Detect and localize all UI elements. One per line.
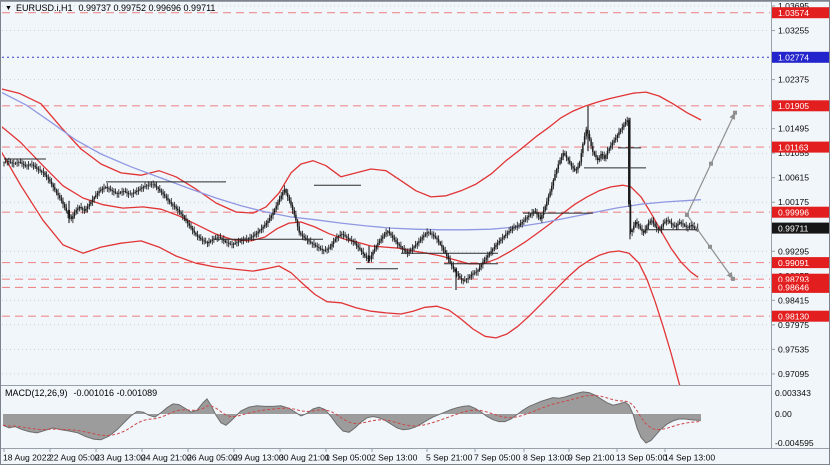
price-tick-label: 1.01495 <box>778 124 809 134</box>
time-axis-label: 14 Sep 13:00 <box>664 453 715 463</box>
swing-level-segments[interactable] <box>4 147 699 270</box>
level-price-label-box <box>772 273 829 285</box>
price-tick-label: 1.02375 <box>778 75 809 85</box>
time-axis-label: 30 Aug 21:00 <box>279 453 330 463</box>
time-axis-label: 5 Sep 21:00 <box>426 453 473 463</box>
symbol-period-label: EURUSD.i,H1 <box>15 3 73 13</box>
level-price-label-box <box>772 141 829 153</box>
time-axis-label: 22 Aug 05:00 <box>49 453 100 463</box>
price-tick-label: 0.97095 <box>778 369 809 379</box>
level-price-label: 1.03574 <box>778 8 809 18</box>
time-axis-label: 1 Sep 05:00 <box>325 453 372 463</box>
trendline-handle[interactable] <box>685 212 689 217</box>
time-axis-label: 13 Sep 05:00 <box>616 453 667 463</box>
time-axis-label: 9 Sep 21:00 <box>568 453 615 463</box>
level-price-label-box <box>772 310 829 322</box>
price-tick-label: 1.01055 <box>778 148 809 158</box>
trendline-handle[interactable] <box>708 244 712 249</box>
price-tick-label: 1.00615 <box>778 173 809 183</box>
ohlc-quotes-label: 0.99737 0.99752 0.99696 0.99711 <box>78 3 216 13</box>
chart-menu-icon[interactable]: ▼ <box>5 5 12 12</box>
price-tick-label: 1.03255 <box>778 26 809 36</box>
chart-title: ▼ EURUSD.i,H1 0.99737 0.99752 0.99696 0.99… <box>5 3 215 13</box>
macd-line <box>2 391 701 444</box>
price-tick-label: 0.99295 <box>778 246 809 256</box>
level-price-label-box <box>772 281 829 293</box>
macd-name-label: MACD(12,26,9) <box>5 388 68 398</box>
level-price-label: 0.98793 <box>778 274 809 284</box>
macd-scale-label: 0.00 <box>775 409 792 419</box>
price-gridlines <box>2 5 770 375</box>
macd-values-label: -0.001016 -0.001089 <box>73 388 158 398</box>
time-axis-label: 29 Aug 13:00 <box>233 453 284 463</box>
level-price-label: 0.99996 <box>778 207 809 217</box>
level-price-label: 0.98130 <box>778 311 809 321</box>
time-axis-label: 18 Aug 2022 <box>3 453 51 463</box>
current-price-label-box <box>772 222 829 234</box>
level-price-label: 0.98646 <box>778 283 809 293</box>
macd-pane <box>2 391 702 444</box>
price-tick-label: 0.97535 <box>778 344 809 354</box>
price-tick-label: 1.00175 <box>778 197 809 207</box>
trendline-handle[interactable] <box>733 110 737 115</box>
time-axis-label: 23 Aug 13:00 <box>95 453 146 463</box>
blue-level-price-label-box <box>772 51 829 63</box>
support-resistance-levels[interactable] <box>2 12 770 317</box>
candlesticks <box>3 106 699 290</box>
bollinger-upper-band <box>2 88 702 214</box>
level-price-label-box <box>772 7 829 19</box>
bollinger-lower-band <box>2 151 681 385</box>
slow-ma-line <box>2 91 702 231</box>
macd-scale-label: 0.003343 <box>775 388 811 398</box>
macd-signal-line <box>2 394 702 437</box>
level-price-label-box <box>772 100 829 112</box>
macd-indicator-label: MACD(12,26,9) -0.001016 -0.001089 <box>5 388 157 398</box>
time-axis-label: 8 Sep 13:00 <box>523 453 570 463</box>
level-price-label: 1.01163 <box>778 142 809 152</box>
time-axis-label: 26 Aug 05:00 <box>187 453 238 463</box>
time-axis-label: 7 Sep 05:00 <box>474 453 521 463</box>
price-tick-label: 0.98415 <box>778 295 809 305</box>
time-axis-label: 24 Aug 21:00 <box>141 453 192 463</box>
level-price-label-box <box>772 257 829 269</box>
blue-level-price-label: 1.02774 <box>778 53 809 63</box>
macd-scale-label: -0.004595 <box>775 438 814 448</box>
price-tick-label: 1.03695 <box>778 1 809 11</box>
current-price-label: 0.99711 <box>778 223 809 233</box>
level-price-label-box <box>772 206 829 218</box>
price-tick-label: 0.97975 <box>778 320 809 330</box>
trendline-handle[interactable] <box>709 161 713 166</box>
time-axis-label: 2 Sep 13:00 <box>371 453 418 463</box>
price-scale[interactable]: 1.03695 1.03255 1.02375 1.01495 1.01055 1.006… <box>771 1 830 448</box>
projection-trendlines[interactable] <box>685 110 737 281</box>
level-price-label: 0.99091 <box>778 258 809 268</box>
level-price-label: 1.01905 <box>778 101 809 111</box>
trendline-handle[interactable] <box>731 276 735 281</box>
